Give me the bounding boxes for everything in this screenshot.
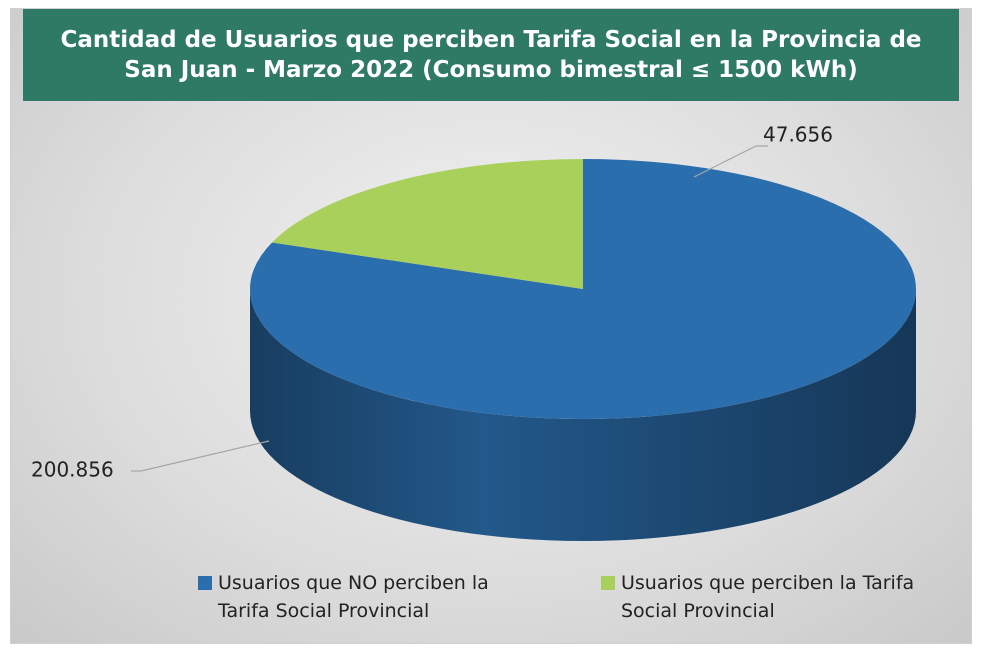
pie-side xyxy=(250,289,916,541)
leader-line xyxy=(693,145,768,178)
chart-title: Cantidad de Usuarios que perciben Tarifa… xyxy=(23,9,959,101)
chart: 200.856 47.656 xyxy=(31,123,917,541)
legend-item: Usuarios que perciben la Tarifa Social P… xyxy=(601,569,941,625)
leader-line xyxy=(131,440,270,472)
data-label: 47.656 xyxy=(763,123,833,147)
legend-item: Usuarios que NO perciben la Tarifa Socia… xyxy=(198,569,538,625)
pie-slice xyxy=(272,159,583,289)
chart-frame: Cantidad de Usuarios que perciben Tarifa… xyxy=(10,8,972,644)
legend-label: Usuarios que NO perciben la Tarifa Socia… xyxy=(218,572,489,622)
legend-swatch xyxy=(198,576,212,590)
legend-swatch xyxy=(601,576,615,590)
legend-label: Usuarios que perciben la Tarifa Social P… xyxy=(621,572,915,622)
data-label: 200.856 xyxy=(31,458,114,482)
